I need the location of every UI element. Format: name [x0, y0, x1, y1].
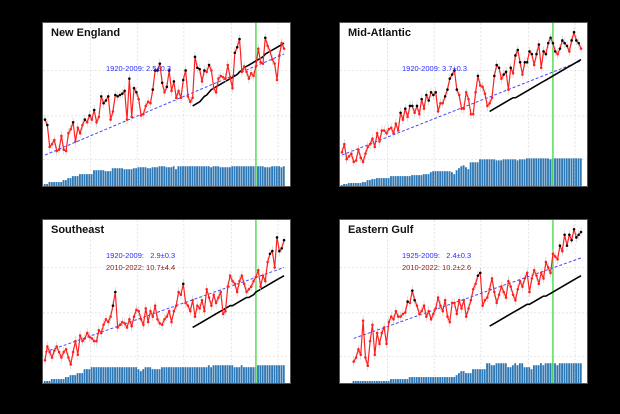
observed-series	[43, 32, 286, 156]
panel-title: Southeast	[51, 224, 105, 236]
trend-annotation: 1920-2009: 2.9±0.3	[106, 251, 176, 260]
count-bars	[43, 166, 285, 186]
recent-trend-annotation: 2010-2022: 10.7±4.4	[106, 263, 176, 272]
trend-line	[44, 53, 285, 156]
model-line	[192, 274, 285, 329]
panel-title: Mid-Atlantic	[348, 27, 411, 39]
plot-area	[340, 220, 587, 383]
panel-eastern-gulf: Eastern Gulf 1925-2009: 2.4±0.3 2010-202…	[339, 219, 588, 384]
observed-series	[340, 27, 583, 167]
model-line	[192, 42, 285, 107]
gridlines	[43, 23, 290, 186]
panel-mid-atlantic: Mid-Atlantic 1920-2009: 3.7±0.3	[339, 22, 588, 187]
panel-southeast: Southeast 1920-2009: 2.9±0.3 2010-2022: …	[42, 219, 291, 384]
model-line	[489, 58, 582, 113]
count-bars	[43, 365, 285, 383]
observed-series	[352, 224, 583, 371]
gridlines	[340, 220, 587, 383]
plot-area	[43, 220, 290, 383]
panel-title: New England	[51, 27, 121, 39]
trend-line	[341, 60, 582, 156]
recent-trend-annotation: 2010-2022: 10.2±2.6	[402, 263, 472, 272]
observed-series	[43, 232, 286, 370]
model-line	[489, 274, 582, 327]
trend-line	[353, 257, 582, 339]
plot-area	[340, 23, 587, 186]
trend-annotation: 1920-2009: 3.7±0.3	[402, 64, 468, 73]
trend-annotation: 1925-2009: 2.4±0.3	[402, 251, 472, 260]
gridlines	[43, 220, 290, 383]
count-bars	[352, 363, 582, 383]
trend-annotation: 1920-2009: 2.5±0.3	[106, 64, 172, 73]
count-bars	[340, 158, 582, 186]
trend-line	[44, 266, 285, 353]
panel-new-england: New England 1920-2009: 2.5±0.3	[42, 22, 291, 187]
plot-area	[43, 23, 290, 186]
panel-title: Eastern Gulf	[348, 224, 414, 236]
